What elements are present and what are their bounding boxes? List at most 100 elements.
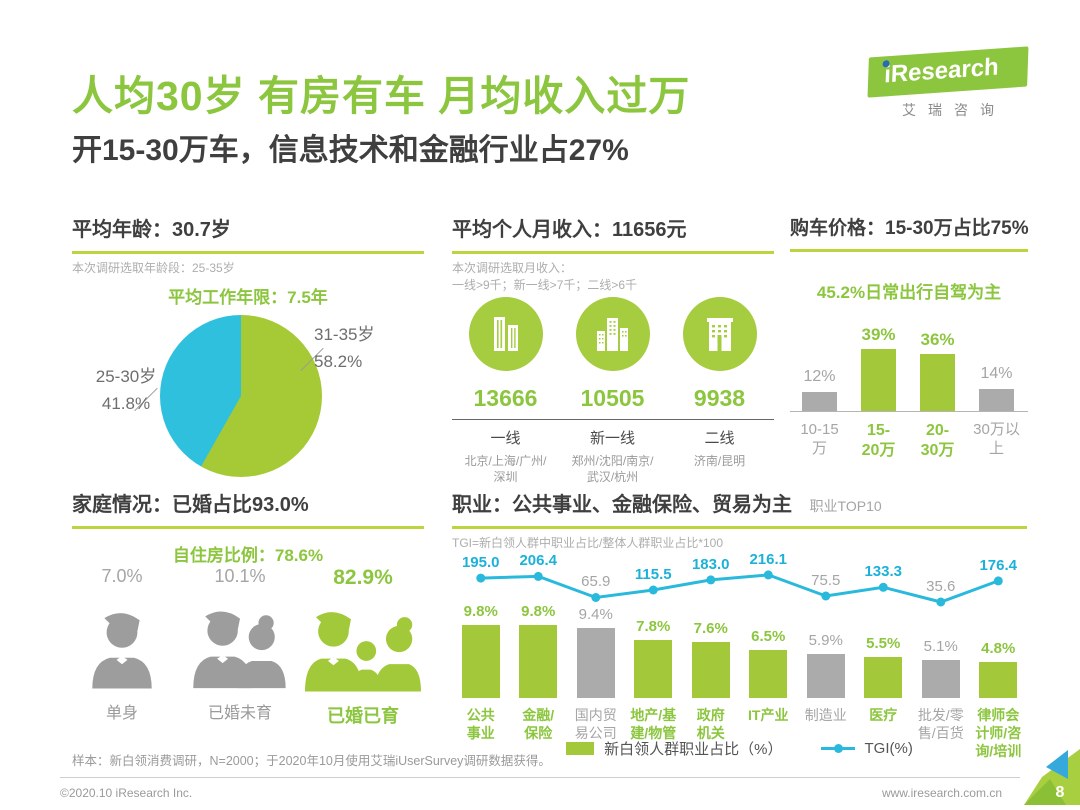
section-title: 职业：公共事业、金融保险、贸易为主 职业TOP10 [452, 488, 1027, 517]
bar [920, 354, 955, 411]
car-price-bar-chart: 12% 10-15 万 39% 15- 20万 36% 20- 30万 14% 30万以 上 [790, 311, 1028, 481]
tgi-value-label: 176.4 [979, 556, 1018, 574]
corner-blue-shape [1046, 750, 1068, 779]
group-label: 单身 [105, 705, 138, 722]
income-value: 13666 [473, 385, 538, 411]
car-chart-column: 39% 15- 20万 [849, 311, 908, 481]
category-label: IT产业 [748, 707, 789, 723]
occupation-top10-tag: 职业TOP10 [809, 498, 882, 514]
tier-cities: 济南/昆明 [693, 454, 746, 468]
pie-label-name: 31-35岁 [314, 325, 375, 344]
section-occupation: 职业：公共事业、金融保险、贸易为主 职业TOP10 TGI=新白领人群中职业占比… [452, 488, 1027, 778]
line-legend-swatch-icon [820, 744, 855, 753]
tgi-value-label: 75.5 [811, 572, 841, 589]
survey-note: 本次调研选取月收入： 一线>9千；新一线>7千；二线>6千 [452, 260, 774, 295]
bar-legend-label: 新白领人群职业占比（%） [604, 741, 783, 758]
single-person-icon [72, 597, 172, 689]
category-label: 20- 30万 [920, 422, 955, 459]
group-value: 82.9% [333, 566, 393, 589]
group-value: 7.0% [101, 566, 143, 586]
category-label: 金融/ 保险 [522, 707, 555, 742]
occupation-combo-chart: 195.0 9.8% 公共 事业 206.4 9.8% 金融/ 保险 65.9 9.4% 国内贸… [452, 550, 1027, 762]
tgi-point [648, 585, 658, 595]
tgi-point [706, 575, 716, 585]
occupation-column: 115.5 7.8% 地产/基 建/物管 [625, 550, 683, 762]
occupation-column: 206.4 9.8% 金融/ 保险 [510, 550, 568, 762]
page-title: 人均30岁 有房有车 月均收入过万 [72, 73, 691, 119]
bar-value-label: 4.8% [981, 640, 1016, 658]
page-subtitle: 开15-30万车，信息技术和金融行业占27% [72, 134, 629, 167]
page-number: 8 [1056, 784, 1065, 801]
tgi-value-label: 183.0 [691, 555, 730, 573]
occupation-column: 176.4 4.8% 律师会 计师/咨 询/培训 [970, 550, 1028, 762]
city-tier2-icon [682, 297, 757, 371]
bar-value-label: 9.8% [521, 603, 556, 621]
bar [691, 641, 730, 698]
bar [749, 649, 788, 698]
bar-legend-swatch-icon [566, 742, 595, 755]
bar [461, 625, 500, 698]
couple-icon [180, 597, 300, 689]
bar [802, 392, 837, 411]
tier-name: 一线 [490, 430, 521, 447]
tgi-line [480, 573, 999, 604]
tgi-point [476, 573, 486, 583]
occupation-column: 75.5 5.9% 制造业 [797, 550, 855, 762]
category-label: 地产/基 建/物管 [630, 707, 677, 742]
tier-name: 二线 [704, 430, 735, 447]
category-label: 批发/零 售/百货 [917, 707, 964, 742]
bar-value-label: 7.6% [693, 619, 728, 637]
tier-cell-tier2: 9938 [666, 297, 773, 412]
section-average-age: 平均年龄：30.7岁 本次调研选取年龄段：25-35岁 平均工作年限：7.5年 … [72, 213, 424, 483]
tgi-value-label: 195.0 [461, 554, 500, 572]
tgi-formula-note: TGI=新白领人群中职业占比/整体人群职业占比*100 [452, 536, 724, 550]
category-label: 30万以 上 [973, 421, 1020, 457]
tgi-value-label: 35.6 [926, 578, 956, 595]
survey-note: 本次调研选取年龄段：25-35岁 [72, 261, 235, 275]
tgi-value-label: 206.4 [519, 552, 558, 570]
city-new-tier1-icon [575, 297, 650, 371]
housing-highlight: 自住房比例：78.6% [172, 546, 324, 565]
bar-value-label: 12% [803, 368, 836, 386]
pie-label-31-35: 31-35岁 58.2% [314, 321, 374, 375]
tgi-point [591, 593, 601, 602]
bar [921, 660, 960, 698]
bar [519, 625, 558, 698]
logo-chinese-name: 艾瑞咨询 [902, 102, 1006, 118]
bar-value-label: 6.5% [751, 627, 786, 645]
bar [806, 654, 845, 698]
page-number-corner: 8 [1022, 747, 1080, 810]
tier-cell-new-tier1: 10505 [559, 297, 666, 412]
family-group-married-no-child: 10.1% 已婚未育 [180, 566, 300, 723]
chart-legend: 新白领人群职业占比（%） TGI(%) [452, 738, 1027, 759]
category-label: 医疗 [869, 707, 898, 723]
bar [979, 388, 1014, 411]
category-label: 公共 事业 [466, 707, 495, 742]
section-title: 购车价格：15-30万占比75% [790, 218, 1029, 239]
copyright-text: ©2020.10 iResearch Inc. [60, 786, 193, 800]
city-tier-row: 13666 10505 9938 一线 新一线 二线 北京/上海/广州/ 深圳 … [452, 297, 774, 497]
car-chart-column: 14% 30万以 上 [967, 311, 1026, 481]
category-label: 政府 机关 [696, 707, 725, 742]
occupation-column: 65.9 9.4% 国内贸 易公司 [567, 550, 625, 762]
website-text: www.iresearch.com.cn [881, 786, 1002, 800]
category-label: 律师会 计师/咨 询/培训 [975, 707, 1022, 760]
tgi-value-label: 65.9 [581, 573, 611, 591]
family-group-married-with-child: 82.9% 已婚已育 [302, 566, 424, 728]
work-years-highlight: 平均工作年限：7.5年 [168, 288, 328, 308]
section-title: 家庭情况：已婚占比93.0% [72, 494, 309, 516]
note-line: 一线>9千；新一线>7千；二线>6千 [452, 278, 638, 293]
group-label: 已婚未育 [207, 705, 272, 722]
footer-divider [60, 777, 1020, 778]
category-label: 制造业 [804, 707, 847, 723]
section-title: 平均个人月收入：11656元 [452, 219, 687, 241]
bar [864, 657, 903, 698]
age-pie-wrap: 31-35岁 58.2% 25-30岁 41.8% [72, 301, 424, 491]
tier-name: 新一线 [589, 430, 635, 447]
group-value: 10.1% [214, 566, 266, 586]
bar-value-label: 5.1% [923, 638, 958, 656]
note-line: 本次调研选取月收入： [452, 261, 573, 275]
pie-label-name: 25-30岁 [95, 367, 157, 386]
bar-value-label: 9.4% [578, 606, 613, 624]
